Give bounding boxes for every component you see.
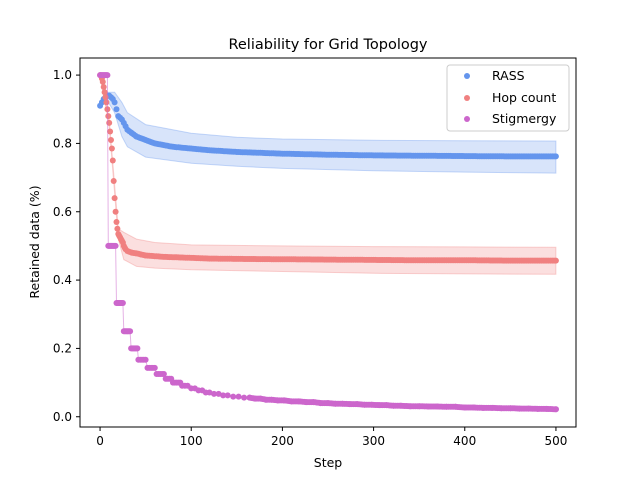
- stigmergy-series: [97, 72, 559, 413]
- y-tick-label: 0.2: [53, 341, 72, 355]
- y-tick-label: 0.0: [53, 410, 72, 424]
- y-tick-label: 0.4: [53, 273, 72, 287]
- stigmergy-point: [235, 393, 242, 400]
- y-axis-label: Retained data (%): [27, 185, 42, 298]
- stigmergy-point: [230, 393, 237, 400]
- hop-count-series: [97, 72, 559, 264]
- chart-title: Reliability for Grid Topology: [228, 37, 427, 53]
- stigmergy-point: [151, 364, 158, 371]
- hop-count-point: [109, 157, 116, 164]
- hop-count-point: [110, 178, 117, 184]
- legend-marker-stigmergy: [464, 116, 470, 122]
- rass-point: [113, 106, 120, 113]
- x-tick-label: 300: [362, 434, 385, 448]
- stigmergy-point: [127, 328, 134, 335]
- hop-count-point: [106, 119, 113, 126]
- stigmergy-point: [119, 300, 126, 306]
- rass-point: [111, 99, 118, 106]
- stigmergy-point: [104, 72, 111, 79]
- hop-count-point: [108, 145, 115, 152]
- legend-label-stigmergy: Stigmergy: [492, 111, 557, 126]
- hop-count-point: [112, 208, 119, 215]
- data-points: [97, 72, 559, 413]
- hop-count-point: [103, 99, 110, 106]
- x-tick-label: 400: [453, 434, 476, 448]
- legend-label-rass: RASS: [492, 68, 525, 83]
- hop-count-point: [552, 257, 559, 264]
- hop-count-point: [99, 78, 106, 85]
- stigmergy-point: [142, 356, 149, 363]
- stigmergy-point: [134, 345, 141, 352]
- legend: RASS Hop count Stigmergy: [446, 64, 570, 132]
- x-tick-label: 500: [544, 434, 567, 448]
- x-tick-label: 200: [271, 434, 294, 448]
- hop-count-point: [107, 128, 114, 135]
- stigmergy-point: [211, 390, 217, 397]
- stigmergy-point: [160, 371, 167, 377]
- hop-count-point: [102, 94, 109, 101]
- stigmergy-point: [224, 392, 231, 399]
- legend-label-hop-count: Hop count: [492, 90, 556, 105]
- stigmergy-point: [241, 394, 248, 401]
- x-axis-ticks: 0 100 200 300 400 500: [96, 427, 567, 448]
- hop-count-point: [101, 89, 108, 96]
- stigmergy-point: [206, 389, 213, 396]
- hop-count-point: [111, 195, 118, 202]
- stigmergy-point: [220, 392, 227, 399]
- hop-count-point: [108, 137, 114, 143]
- stigmergy-point: [552, 406, 559, 413]
- hop-count-point: [113, 219, 120, 225]
- y-tick-label: 1.0: [53, 68, 72, 82]
- hop-count-point: [100, 84, 107, 90]
- x-tick-label: 100: [180, 434, 203, 448]
- y-tick-label: 0.6: [53, 205, 72, 219]
- stigmergy-point: [112, 242, 119, 249]
- y-axis-ticks: 0.0 0.2 0.4 0.6 0.8 1.0: [53, 68, 80, 424]
- legend-box: [446, 64, 570, 132]
- hop-count-point: [105, 113, 112, 120]
- x-tick-label: 0: [96, 434, 104, 448]
- plot-frame: [79, 57, 577, 428]
- x-axis-label: Step: [314, 455, 343, 470]
- rass-point: [552, 153, 559, 160]
- hop-count-point: [114, 225, 121, 232]
- rass-series: [97, 92, 559, 160]
- legend-marker-rass: [464, 73, 470, 79]
- y-tick-label: 0.8: [53, 136, 72, 150]
- legend-marker-hop-count: [464, 95, 470, 101]
